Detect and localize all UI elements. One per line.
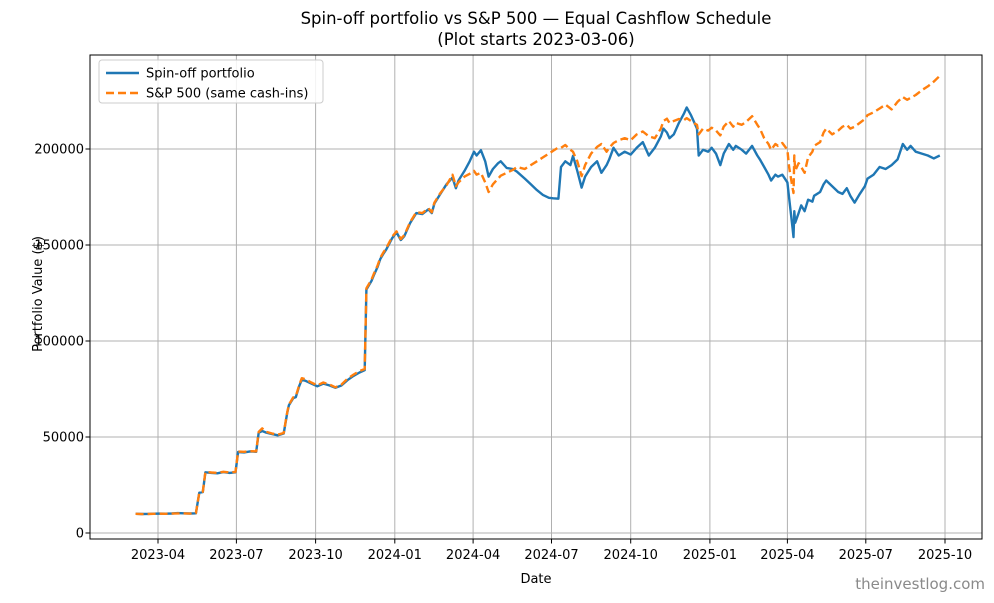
x-tick-label: 2024-01 <box>368 548 422 563</box>
legend: Spin-off portfolio S&P 500 (same cash-ins… <box>98 59 324 104</box>
legend-label-spinoff: Spin-off portfolio <box>146 67 255 82</box>
y-axis-label: Portfolio Value ($) <box>31 236 46 352</box>
x-tick-label: 2025-01 <box>683 548 737 563</box>
x-tick-label: 2024-10 <box>604 548 658 563</box>
x-tick-label: 2023-07 <box>209 548 263 563</box>
y-tick-label: 0 <box>76 527 84 542</box>
x-tick-label: 2023-04 <box>131 548 185 563</box>
chart-subtitle: (Plot starts 2023-03-06) <box>437 30 634 49</box>
series-line-spinoff-portfolio <box>135 106 941 516</box>
x-tick-label: 2023-10 <box>288 548 342 563</box>
y-tick-label: 150000 <box>34 239 84 254</box>
grid-lines <box>90 55 982 539</box>
legend-box <box>98 59 324 104</box>
plot-frame <box>89 54 983 540</box>
y-tick-label: 200000 <box>34 143 84 158</box>
watermark: theinvestlog.com <box>855 575 985 593</box>
series-line-sp500 <box>135 74 941 516</box>
x-axis-label: Date <box>520 572 551 587</box>
x-tick-label: 2025-07 <box>839 548 893 563</box>
legend-label-sp500: S&P 500 (same cash-ins) <box>146 87 308 102</box>
axes: 2023-04 2023-07 2023-10 2024-01 2024-04 2024-… <box>34 54 983 563</box>
y-tick-label: 50000 <box>43 431 84 446</box>
x-tick-label: 2024-04 <box>446 548 500 563</box>
x-tick-label: 2025-04 <box>760 548 814 563</box>
y-tick-label: 100000 <box>34 335 84 350</box>
x-tick-label: 2025-10 <box>918 548 972 563</box>
x-tick-label: 2024-07 <box>524 548 578 563</box>
data-series <box>135 74 941 516</box>
chart-title: Spin-off portfolio vs S&P 500 — Equal Ca… <box>301 9 772 28</box>
